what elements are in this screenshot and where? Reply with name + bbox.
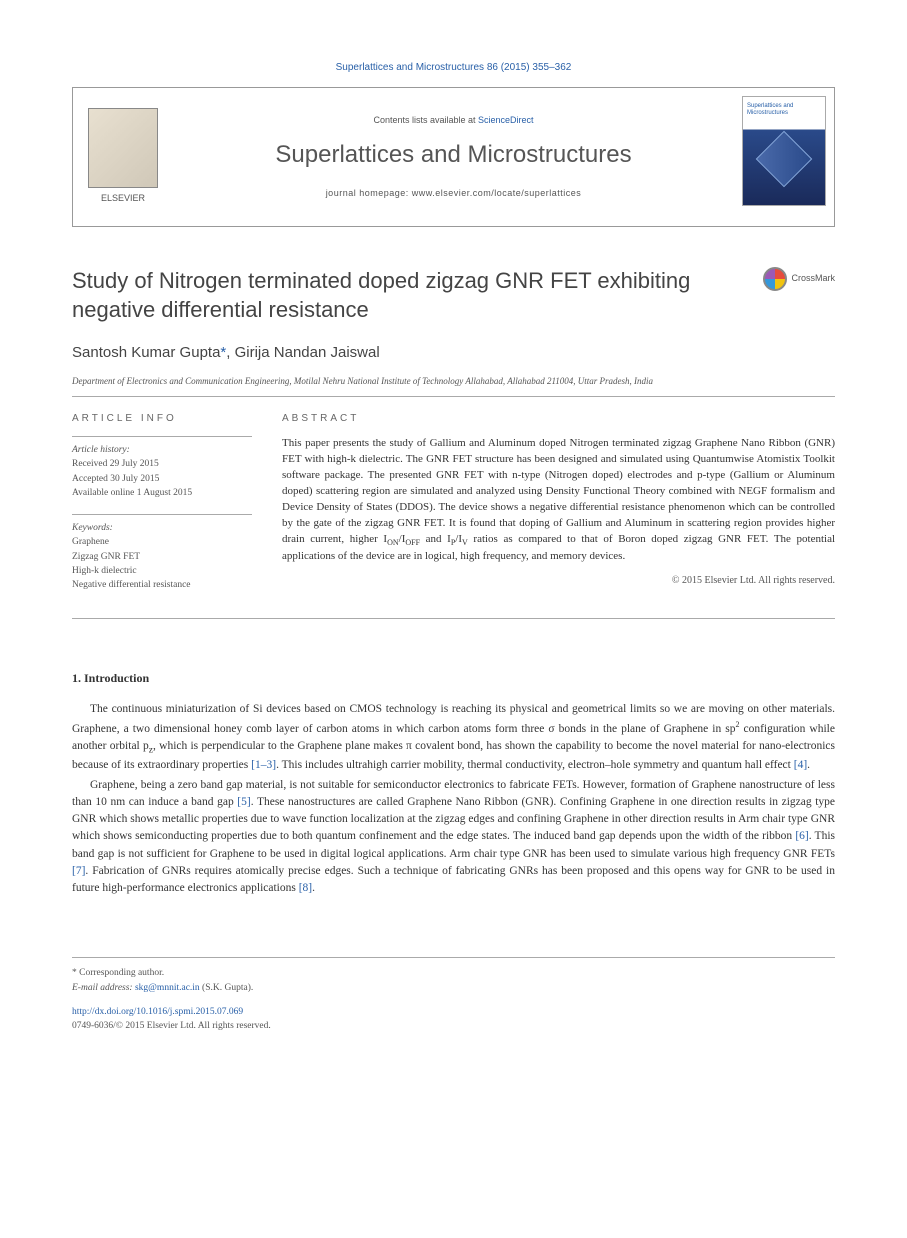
- author-2: Girija Nandan Jaiswal: [235, 344, 380, 361]
- abstract-column: ABSTRACT This paper presents the study o…: [282, 411, 835, 606]
- header-citation: Superlattices and Microstructures 86 (20…: [72, 60, 835, 75]
- p1-a: The continuous miniaturization of Si dev…: [72, 703, 835, 734]
- page-footer: * Corresponding author. E-mail address: …: [72, 957, 835, 1033]
- abstract-text: This paper presents the study of Gallium…: [282, 436, 835, 564]
- section-1-heading: 1. Introduction: [72, 669, 835, 687]
- journal-cover-block: Superlattices and Microstructures: [734, 88, 834, 226]
- author-list: Santosh Kumar Gupta*, Girija Nandan Jais…: [72, 342, 835, 365]
- keyword-item: High-k dielectric: [72, 564, 252, 578]
- history-label: Article history:: [72, 443, 252, 457]
- info-abstract-row: ARTICLE INFO Article history: Received 2…: [72, 411, 835, 606]
- contents-prefix: Contents lists available at: [373, 115, 478, 125]
- keywords-label: Keywords:: [72, 521, 252, 535]
- cover-diamond-icon: [756, 131, 813, 188]
- masthead: ELSEVIER Contents lists available at Sci…: [72, 87, 835, 227]
- abstract-sub: OFF: [405, 538, 420, 547]
- divider-top: [72, 396, 835, 397]
- homepage-prefix: journal homepage:: [326, 188, 412, 198]
- online-date: Available online 1 August 2015: [72, 486, 252, 500]
- article-info-column: ARTICLE INFO Article history: Received 2…: [72, 411, 252, 606]
- keyword-item: Negative differential resistance: [72, 578, 252, 592]
- crossmark-badge[interactable]: CrossMark: [763, 267, 835, 291]
- doi-block: http://dx.doi.org/10.1016/j.spmi.2015.07…: [72, 1005, 835, 1034]
- received-date: Received 29 July 2015: [72, 457, 252, 471]
- ref-link-4[interactable]: [4]: [794, 759, 807, 771]
- abstract-mid: /I: [455, 533, 462, 545]
- publisher-name: ELSEVIER: [101, 192, 145, 206]
- corresponding-author-block: * Corresponding author. E-mail address: …: [72, 966, 835, 995]
- cover-title-text: Superlattices and Microstructures: [747, 103, 821, 116]
- title-row: Study of Nitrogen terminated doped zigza…: [72, 267, 835, 324]
- ref-link-6[interactable]: [6]: [795, 830, 808, 842]
- divider-bottom: [72, 618, 835, 619]
- email-label: E-mail address:: [72, 983, 135, 993]
- p1-e: .: [807, 759, 810, 771]
- journal-cover-image: Superlattices and Microstructures: [742, 96, 826, 206]
- paragraph-1: The continuous miniaturization of Si dev…: [72, 701, 835, 774]
- corr-author-label: * Corresponding author.: [72, 966, 835, 980]
- homepage-url[interactable]: www.elsevier.com/locate/superlattices: [412, 188, 582, 198]
- page-container: Superlattices and Microstructures 86 (20…: [0, 0, 907, 1083]
- contents-line: Contents lists available at ScienceDirec…: [373, 114, 533, 128]
- ref-link-7[interactable]: [7]: [72, 865, 85, 877]
- issn-copyright: 0749-6036/© 2015 Elsevier Ltd. All right…: [72, 1019, 835, 1033]
- abstract-mid: and I: [420, 533, 451, 545]
- email-suffix: (S.K. Gupta).: [200, 983, 254, 993]
- abstract-heading: ABSTRACT: [282, 411, 835, 426]
- doi-link[interactable]: http://dx.doi.org/10.1016/j.spmi.2015.07…: [72, 1007, 243, 1017]
- keyword-item: Graphene: [72, 535, 252, 549]
- author-separator: ,: [226, 344, 234, 361]
- email-line: E-mail address: skg@mnnit.ac.in (S.K. Gu…: [72, 981, 835, 995]
- publisher-logo-block: ELSEVIER: [73, 88, 173, 226]
- homepage-line: journal homepage: www.elsevier.com/locat…: [326, 187, 582, 201]
- p2-d: . Fabrication of GNRs requires atomicall…: [72, 865, 835, 894]
- crossmark-icon: [763, 267, 787, 291]
- article-info-heading: ARTICLE INFO: [72, 411, 252, 426]
- masthead-center: Contents lists available at ScienceDirec…: [173, 88, 734, 226]
- crossmark-label: CrossMark: [791, 272, 835, 286]
- paragraph-2: Graphene, being a zero band gap material…: [72, 777, 835, 898]
- abstract-sub: ON: [387, 538, 399, 547]
- keyword-item: Zigzag GNR FET: [72, 550, 252, 564]
- ref-link-1-3[interactable]: [1–3]: [251, 759, 276, 771]
- abstract-copyright: © 2015 Elsevier Ltd. All rights reserved…: [282, 573, 835, 588]
- affiliation: Department of Electronics and Communicat…: [72, 375, 835, 389]
- elsevier-tree-icon: [88, 108, 158, 188]
- p2-e: .: [312, 882, 315, 894]
- accepted-date: Accepted 30 July 2015: [72, 472, 252, 486]
- p1-d: . This includes ultrahigh carrier mobili…: [276, 759, 794, 771]
- email-link[interactable]: skg@mnnit.ac.in: [135, 983, 200, 993]
- journal-name: Superlattices and Microstructures: [275, 137, 631, 173]
- section-1-body: The continuous miniaturization of Si dev…: [72, 701, 835, 897]
- ref-link-5[interactable]: [5]: [237, 796, 250, 808]
- abstract-part-1: This paper presents the study of Gallium…: [282, 437, 835, 545]
- sciencedirect-link[interactable]: ScienceDirect: [478, 115, 534, 125]
- ref-link-8[interactable]: [8]: [299, 882, 312, 894]
- keywords-block: Keywords: Graphene Zigzag GNR FET High-k…: [72, 514, 252, 592]
- article-title: Study of Nitrogen terminated doped zigza…: [72, 267, 763, 324]
- author-1: Santosh Kumar Gupta: [72, 344, 220, 361]
- article-history-block: Article history: Received 29 July 2015 A…: [72, 436, 252, 500]
